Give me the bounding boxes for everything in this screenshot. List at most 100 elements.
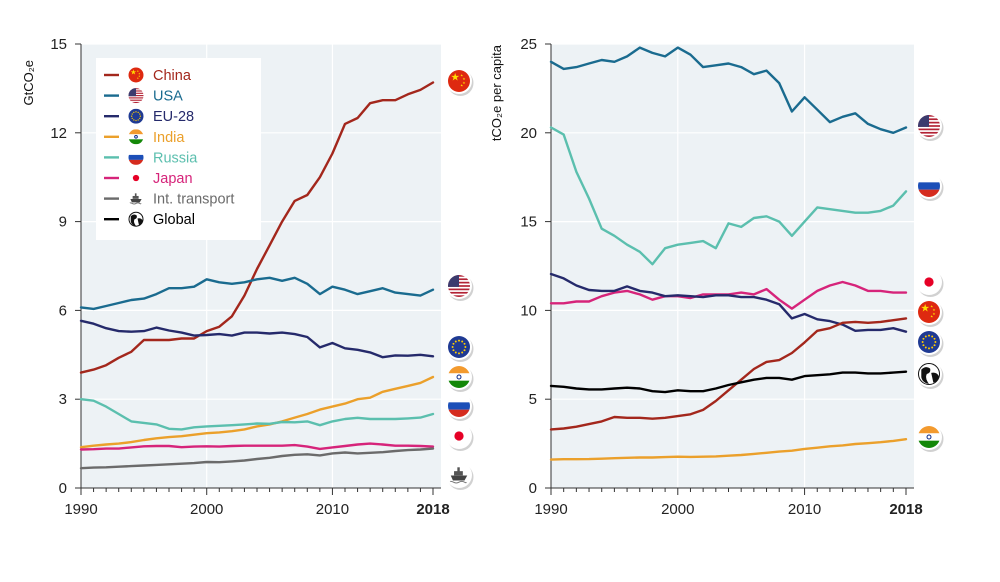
y-tick-label: 10: [520, 302, 537, 319]
china-flag-icon: ★ ★★★★: [918, 301, 940, 323]
legend-label: Int. transport: [153, 192, 234, 208]
y-tick-label: 3: [59, 391, 67, 408]
svg-text:★: ★: [930, 315, 933, 319]
russia-flag-icon: [918, 175, 940, 197]
svg-text:★: ★: [930, 305, 933, 309]
legend-box: [96, 58, 261, 240]
eu-flag-icon: [448, 336, 470, 358]
svg-text:★: ★: [932, 312, 935, 316]
japan-flag-icon: [128, 170, 144, 186]
svg-text:★: ★: [932, 308, 935, 312]
usa-flag-badge: [446, 273, 474, 301]
series-line-japan: [79, 442, 435, 451]
legend-label: USA: [153, 89, 183, 105]
russia-flag-icon: [128, 149, 144, 165]
series-line-global: [549, 370, 908, 394]
japan-flag-badge: [446, 423, 474, 451]
japan-flag-badge: [916, 269, 944, 297]
legend: ★ ★★★★ China USA EU-28 India Russia Japan Int. t…: [96, 58, 261, 240]
legend-item: India: [104, 129, 185, 146]
russia-flag-badge: [916, 173, 944, 201]
series-line-int-transport: [79, 447, 435, 470]
india-flag-icon: [128, 129, 144, 145]
svg-text:★: ★: [462, 77, 465, 81]
series-line-china: [79, 81, 435, 374]
x-tick-label: 2018: [889, 501, 922, 518]
y-axis-label: GtCO₂e: [21, 60, 36, 106]
x-tick-label: 1990: [64, 501, 97, 518]
series-line-usa: [549, 46, 908, 135]
x-tick-label: 1990: [534, 501, 567, 518]
y-tick-label: 0: [59, 480, 67, 497]
svg-text:★: ★: [138, 75, 140, 78]
japan-flag-icon: [918, 271, 940, 293]
legend-item: Japan: [104, 170, 193, 187]
india-flag-badge: [446, 364, 474, 392]
x-tick-label: 2018: [416, 501, 449, 518]
legend-item: USA: [104, 88, 183, 105]
legend-item: ★ ★★★★ China: [104, 67, 192, 84]
legend-label: India: [153, 130, 185, 146]
legend-item: EU-28: [104, 108, 194, 125]
series-line-india: [79, 375, 435, 449]
legend-item: Global: [104, 211, 195, 228]
usa-flag-icon: [918, 115, 940, 137]
svg-text:★: ★: [450, 71, 459, 83]
series-line-china: [549, 317, 908, 431]
legend-item: Russia: [104, 149, 198, 166]
china-flag-badge: ★ ★★★★: [446, 68, 474, 96]
y-tick-label: 0: [529, 480, 537, 497]
eu-flag-icon: [918, 331, 940, 353]
globe-icon: [918, 363, 940, 385]
ship-icon: [128, 191, 144, 207]
globe-badge: [916, 361, 944, 389]
chart-panel-2: 0 5 10 15 20 25 1990 2000 2010 2018 tCO₂e per capi…: [489, 36, 944, 518]
china-flag-badge: ★ ★★★★: [916, 299, 944, 327]
eu-flag-icon: [128, 108, 144, 124]
eu-flag-badge: [446, 334, 474, 362]
svg-text:★: ★: [460, 84, 463, 88]
y-tick-label: 9: [59, 214, 67, 231]
series-line-india: [549, 438, 908, 461]
usa-flag-badge: [916, 113, 944, 141]
x-tick-label: 2010: [316, 501, 349, 518]
series-line-usa: [79, 276, 435, 311]
svg-text:★: ★: [138, 72, 140, 75]
y-tick-label: 5: [529, 391, 537, 408]
china-flag-icon: ★ ★★★★: [448, 70, 470, 92]
ship-badge: [446, 462, 474, 490]
y-tick-label: 15: [50, 36, 67, 53]
legend-label: Global: [153, 212, 195, 228]
x-tick-label: 2000: [190, 501, 223, 518]
russia-flag-icon: [448, 395, 470, 417]
india-flag-badge: [916, 424, 944, 452]
y-tick-label: 20: [520, 125, 537, 142]
x-tick-label: 2010: [788, 501, 821, 518]
series-line-russia: [79, 398, 435, 431]
x-tick-label: 2000: [661, 501, 694, 518]
series-line-russia: [549, 126, 908, 266]
y-tick-label: 25: [520, 36, 537, 53]
svg-text:★: ★: [137, 70, 139, 73]
usa-flag-icon: [128, 88, 144, 104]
japan-flag-icon: [448, 425, 470, 447]
svg-text:★: ★: [130, 68, 136, 77]
russia-flag-badge: [446, 393, 474, 421]
legend-item: Int. transport: [104, 191, 234, 208]
legend-label: EU-28: [153, 109, 194, 125]
usa-flag-icon: [448, 275, 470, 297]
plot-background: [551, 44, 914, 488]
y-tick-label: 12: [50, 125, 67, 142]
series-line-eu-28: [79, 319, 435, 359]
series-line-eu-28: [549, 272, 908, 333]
legend-label: Japan: [153, 171, 193, 187]
ship-icon: [448, 464, 470, 486]
svg-text:★: ★: [920, 302, 929, 314]
svg-text:★: ★: [137, 77, 139, 80]
india-flag-icon: [448, 366, 470, 388]
india-flag-icon: [918, 426, 940, 448]
svg-text:★: ★: [462, 81, 465, 85]
svg-text:★: ★: [460, 74, 463, 78]
